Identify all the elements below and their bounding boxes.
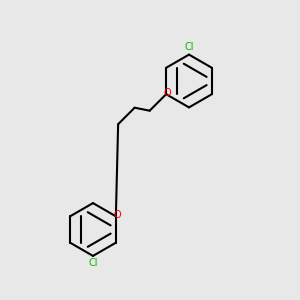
Text: Cl: Cl [184,42,194,52]
Text: Cl: Cl [88,258,98,268]
Text: O: O [164,88,171,98]
Text: O: O [114,210,121,220]
